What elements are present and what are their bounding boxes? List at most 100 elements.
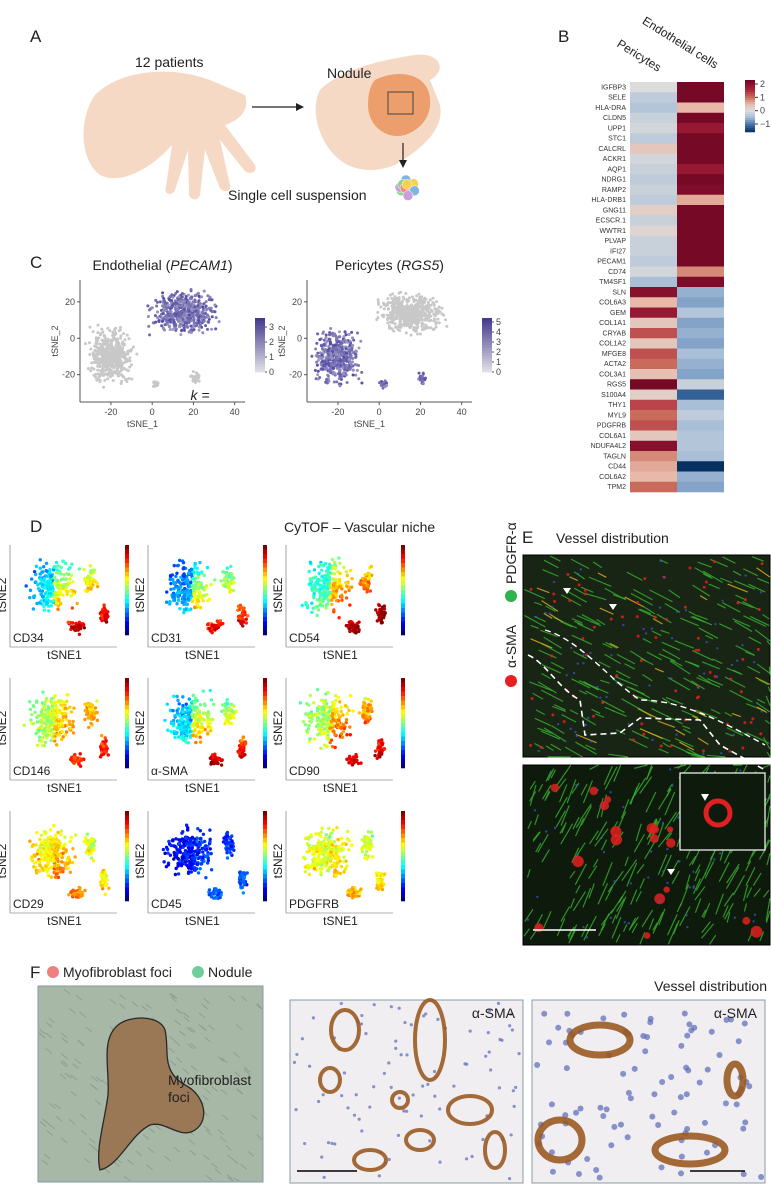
cell-point bbox=[383, 379, 387, 383]
event-point bbox=[334, 698, 338, 703]
colorbar-segment bbox=[263, 549, 267, 555]
event-point bbox=[194, 715, 198, 720]
cell-point bbox=[428, 298, 432, 302]
cell-point bbox=[423, 297, 427, 301]
event-point bbox=[349, 568, 353, 573]
cell-point bbox=[179, 315, 183, 319]
event-point bbox=[190, 599, 195, 604]
colorbar-label: 1 bbox=[760, 92, 765, 102]
colorbar-label: 4 bbox=[496, 327, 501, 337]
heatmap-cell bbox=[630, 379, 677, 390]
heatmap-cell bbox=[677, 430, 724, 442]
cell-point bbox=[391, 292, 395, 296]
event-point bbox=[51, 599, 56, 603]
event-point bbox=[351, 629, 355, 633]
event-point bbox=[87, 707, 92, 711]
cell-point bbox=[184, 321, 188, 325]
cell-point bbox=[408, 312, 412, 316]
event-point bbox=[186, 721, 191, 725]
colorbar-segment bbox=[482, 358, 492, 362]
colorbar-segment bbox=[745, 112, 755, 115]
event-point bbox=[41, 743, 45, 748]
event-point bbox=[363, 721, 367, 725]
heatmap-cell bbox=[630, 184, 677, 196]
y-tick-label: 20 bbox=[65, 297, 75, 307]
x-tick-label: 0 bbox=[377, 407, 382, 417]
event-point bbox=[77, 567, 82, 571]
event-point bbox=[240, 614, 245, 618]
colorbar-segment bbox=[401, 687, 405, 692]
event-point bbox=[50, 697, 54, 701]
event-point bbox=[326, 713, 331, 717]
cell-point bbox=[214, 327, 218, 331]
event-point bbox=[367, 572, 372, 576]
cell-point bbox=[354, 355, 358, 359]
event-point bbox=[198, 713, 202, 717]
event-point bbox=[321, 585, 325, 589]
colorbar-segment bbox=[745, 124, 755, 127]
event-point bbox=[213, 628, 217, 632]
gene-label: MYL9 bbox=[608, 412, 626, 419]
event-point bbox=[347, 588, 351, 593]
colorbar-segment bbox=[263, 563, 267, 568]
event-point bbox=[314, 712, 318, 716]
cell-point bbox=[161, 291, 165, 295]
event-point bbox=[31, 607, 36, 611]
event-point bbox=[305, 729, 309, 733]
gene-label: HLA-DRB1 bbox=[591, 197, 626, 204]
event-point bbox=[44, 602, 48, 606]
event-point bbox=[41, 690, 45, 694]
event-point bbox=[55, 568, 60, 572]
colorbar-segment bbox=[263, 700, 267, 706]
colorbar-segment bbox=[401, 678, 405, 683]
event-point bbox=[71, 580, 75, 584]
event-point bbox=[49, 715, 54, 720]
event-point bbox=[99, 613, 104, 618]
cell-point bbox=[105, 345, 109, 349]
event-point bbox=[185, 716, 189, 720]
event-point bbox=[52, 564, 57, 569]
cell-point bbox=[117, 329, 121, 333]
event-point bbox=[324, 705, 329, 709]
colorbar-segment bbox=[745, 86, 755, 89]
patients-label: 12 patients bbox=[135, 54, 204, 70]
colorbar-segment bbox=[125, 576, 129, 582]
event-point bbox=[176, 594, 181, 599]
cell-point bbox=[415, 332, 419, 336]
cell-point bbox=[351, 373, 355, 377]
cell-point bbox=[155, 300, 159, 304]
cell-point bbox=[315, 363, 319, 367]
event-point bbox=[351, 709, 355, 713]
event-point bbox=[46, 706, 51, 711]
event-point bbox=[241, 735, 245, 740]
event-point bbox=[232, 704, 236, 708]
event-point bbox=[181, 710, 185, 714]
event-point bbox=[187, 608, 191, 612]
cell-point bbox=[94, 338, 98, 342]
cell-point bbox=[387, 324, 391, 328]
event-point bbox=[71, 731, 76, 735]
event-point bbox=[54, 856, 58, 861]
event-point bbox=[339, 725, 343, 730]
colorbar-segment bbox=[125, 741, 129, 746]
colorbar-segment bbox=[263, 545, 267, 550]
cell-point bbox=[409, 333, 413, 337]
cell-point bbox=[328, 332, 332, 336]
event-point bbox=[337, 718, 341, 723]
event-point bbox=[373, 753, 377, 758]
event-point bbox=[315, 613, 319, 618]
event-point bbox=[41, 712, 45, 716]
event-point bbox=[38, 849, 43, 853]
cell-point bbox=[429, 314, 433, 318]
heatmap-cell bbox=[677, 338, 724, 349]
cell-point bbox=[440, 306, 444, 310]
cell-point bbox=[93, 344, 97, 348]
event-point bbox=[192, 729, 197, 733]
event-point bbox=[104, 739, 108, 743]
colorbar-segment bbox=[401, 700, 405, 706]
cell-point bbox=[393, 308, 397, 312]
cell-point bbox=[207, 320, 211, 324]
cell-point bbox=[130, 377, 134, 381]
event-point bbox=[68, 705, 72, 709]
colorbar-segment bbox=[401, 691, 405, 697]
